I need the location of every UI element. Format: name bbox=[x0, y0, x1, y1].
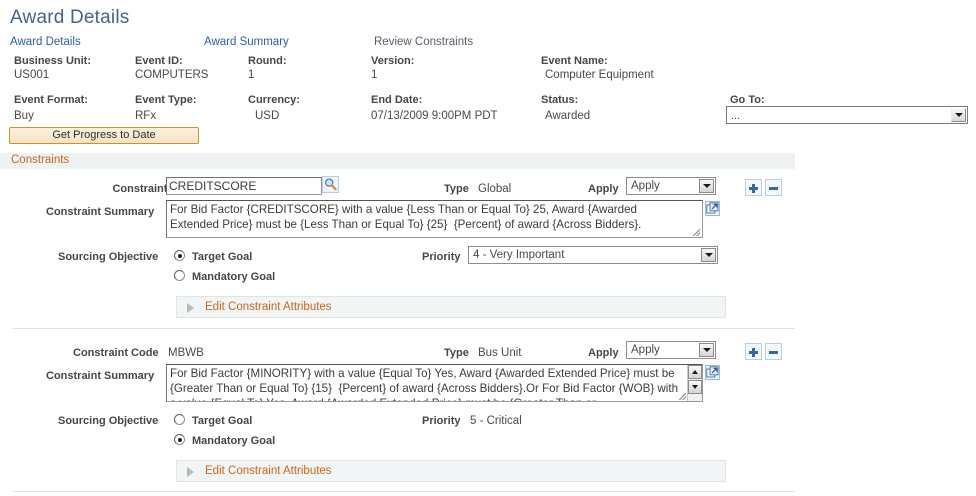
value-round: 1 bbox=[248, 69, 255, 81]
triangle-right-icon bbox=[187, 467, 194, 477]
go-to-select[interactable]: ... bbox=[726, 106, 968, 124]
label-constraint-summary-1: Constraint Summary bbox=[46, 206, 155, 218]
apply-selected-value-1: Apply bbox=[631, 180, 660, 192]
scroll-up-icon[interactable] bbox=[688, 365, 702, 379]
apply-selected-value-2: Apply bbox=[631, 344, 660, 356]
label-sourcing-objective-2: Sourcing Objective bbox=[58, 415, 159, 427]
radio-mandatory-goal-2[interactable] bbox=[174, 434, 185, 445]
priority-select-1[interactable]: 4 - Very Important bbox=[468, 246, 718, 264]
label-event-id: Event ID: bbox=[135, 55, 183, 67]
expand-window-icon-2[interactable] bbox=[705, 365, 720, 380]
value-event-format: Buy bbox=[14, 110, 34, 122]
value-event-type: RFx bbox=[135, 110, 157, 122]
constraint-summary-text-1: For Bid Factor {CREDITSCORE} with a valu… bbox=[170, 203, 642, 231]
expand-window-icon-1[interactable] bbox=[705, 201, 720, 216]
priority-selected-value-1: 4 - Very Important bbox=[473, 249, 565, 261]
add-row-button-2[interactable] bbox=[745, 343, 762, 360]
value-type-1: Global bbox=[478, 183, 512, 195]
label-apply-1: Apply bbox=[588, 183, 619, 195]
resize-grip-icon[interactable] bbox=[679, 393, 686, 400]
value-constraint-code-2: MBWB bbox=[168, 347, 204, 359]
label-go-to: Go To: bbox=[730, 94, 765, 106]
triangle-right-icon bbox=[187, 303, 194, 313]
row-separator-1 bbox=[12, 328, 795, 329]
apply-select-2[interactable]: Apply bbox=[626, 341, 716, 359]
constraint-summary-textarea-2[interactable]: For Bid Factor {MINORITY} with a value {… bbox=[166, 364, 703, 402]
value-version: 1 bbox=[371, 69, 378, 81]
edit-constraint-attributes-toggle-2[interactable]: Edit Constraint Attributes bbox=[176, 460, 726, 482]
edit-constraint-attributes-label-2: Edit Constraint Attributes bbox=[205, 465, 332, 477]
edit-constraint-attributes-toggle-1[interactable]: Edit Constraint Attributes bbox=[176, 296, 726, 318]
label-sourcing-objective-1: Sourcing Objective bbox=[58, 251, 159, 263]
textarea-scrollbar-2[interactable] bbox=[687, 365, 702, 401]
label-event-name: Event Name: bbox=[541, 55, 608, 67]
label-version: Version: bbox=[371, 55, 415, 67]
chevron-down-icon[interactable] bbox=[699, 343, 714, 357]
label-status: Status: bbox=[541, 94, 579, 106]
constraints-group-header: Constraints bbox=[0, 153, 795, 169]
value-currency: USD bbox=[255, 110, 280, 122]
resize-grip-icon[interactable] bbox=[693, 229, 700, 236]
label-type-2: Type bbox=[444, 347, 469, 359]
label-constraint-code-2: Constraint Code bbox=[73, 347, 159, 359]
chevron-down-icon[interactable] bbox=[699, 179, 714, 193]
search-icon[interactable] bbox=[322, 176, 339, 193]
label-end-date: End Date: bbox=[371, 94, 423, 106]
row-separator-2 bbox=[12, 491, 795, 492]
nav-link-award-details[interactable]: Award Details bbox=[10, 36, 81, 48]
label-round: Round: bbox=[248, 55, 287, 67]
go-to-selected-value: ... bbox=[731, 110, 741, 122]
nav-link-award-summary[interactable]: Award Summary bbox=[204, 36, 289, 48]
radio-label-mandatory-goal-2[interactable]: Mandatory Goal bbox=[192, 435, 276, 447]
value-priority-2: 5 - Critical bbox=[470, 415, 522, 427]
radio-label-mandatory-goal-1[interactable]: Mandatory Goal bbox=[192, 271, 276, 283]
value-end-date: 07/13/2009 9:00PM PDT bbox=[371, 110, 498, 122]
value-event-id: COMPUTERS bbox=[135, 69, 209, 81]
value-type-2: Bus Unit bbox=[478, 347, 522, 359]
constraint-summary-textarea-1[interactable]: For Bid Factor {CREDITSCORE} with a valu… bbox=[166, 200, 703, 238]
scroll-down-icon[interactable] bbox=[688, 380, 702, 394]
chevron-down-icon[interactable] bbox=[951, 108, 966, 122]
edit-constraint-attributes-label-1: Edit Constraint Attributes bbox=[205, 301, 332, 313]
delete-row-button-1[interactable] bbox=[765, 179, 782, 196]
label-priority-2: Priority bbox=[422, 415, 461, 427]
value-status: Awarded bbox=[545, 110, 591, 122]
label-currency: Currency: bbox=[248, 94, 300, 106]
add-row-button-1[interactable] bbox=[745, 179, 762, 196]
label-apply-2: Apply bbox=[588, 347, 619, 359]
nav-link-review-constraints: Review Constraints bbox=[374, 36, 474, 48]
radio-mandatory-goal-1[interactable] bbox=[174, 270, 185, 281]
radio-label-target-goal-2[interactable]: Target Goal bbox=[192, 415, 253, 427]
value-business-unit: US001 bbox=[14, 69, 50, 81]
get-progress-to-date-button[interactable]: Get Progress to Date bbox=[9, 127, 199, 144]
constraint-summary-text-2: For Bid Factor {MINORITY} with a value {… bbox=[170, 367, 679, 401]
constraint-code-input-1[interactable] bbox=[166, 177, 322, 195]
radio-target-goal-1[interactable] bbox=[174, 250, 185, 261]
value-event-name: Computer Equipment bbox=[545, 69, 654, 81]
label-event-type: Event Type: bbox=[135, 94, 197, 106]
label-type-1: Type bbox=[444, 183, 469, 195]
constraints-group-title: Constraints bbox=[11, 154, 70, 166]
label-priority-1: Priority bbox=[422, 251, 461, 263]
delete-row-button-2[interactable] bbox=[765, 343, 782, 360]
page-title: Award Details bbox=[10, 7, 130, 28]
radio-target-goal-2[interactable] bbox=[174, 414, 185, 425]
chevron-down-icon[interactable] bbox=[701, 248, 716, 262]
radio-label-target-goal-1[interactable]: Target Goal bbox=[192, 251, 253, 263]
label-event-format: Event Format: bbox=[14, 94, 88, 106]
apply-select-1[interactable]: Apply bbox=[626, 177, 716, 195]
label-constraint-summary-2: Constraint Summary bbox=[46, 370, 155, 382]
label-business-unit: Business Unit: bbox=[14, 55, 92, 67]
